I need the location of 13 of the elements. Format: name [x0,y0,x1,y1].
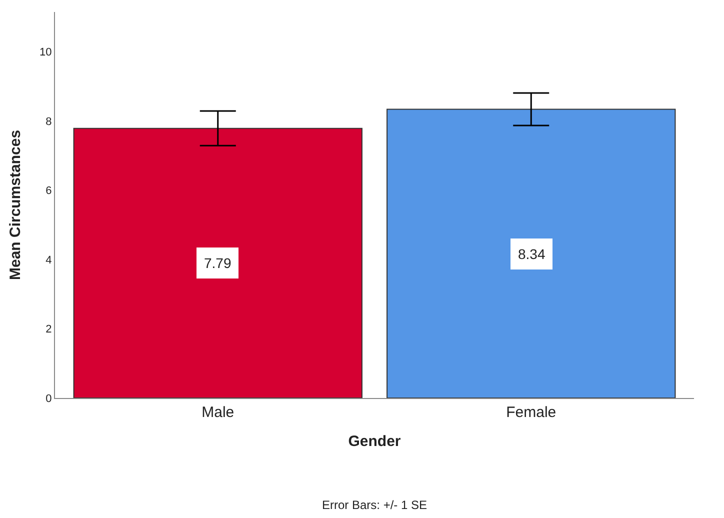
y-tick-label: 10 [40,46,52,59]
y-tick-label: 4 [46,254,52,266]
text: Error Bars: +/- 1 SE [322,498,428,512]
x-tick-label: Female [506,404,556,421]
data-label: 8.34 [518,246,546,262]
y-tick-label: 6 [46,185,52,198]
y-tick-label: 2 [46,324,52,336]
x-tick-label: Male [202,404,234,421]
y-tick-label: 8 [46,116,52,128]
data-label: 7.79 [204,255,232,271]
y-axis-title: Mean Circumstances [6,130,24,280]
x-axis-title: Gender [348,433,401,450]
y-tick-label: 0 [46,392,52,405]
